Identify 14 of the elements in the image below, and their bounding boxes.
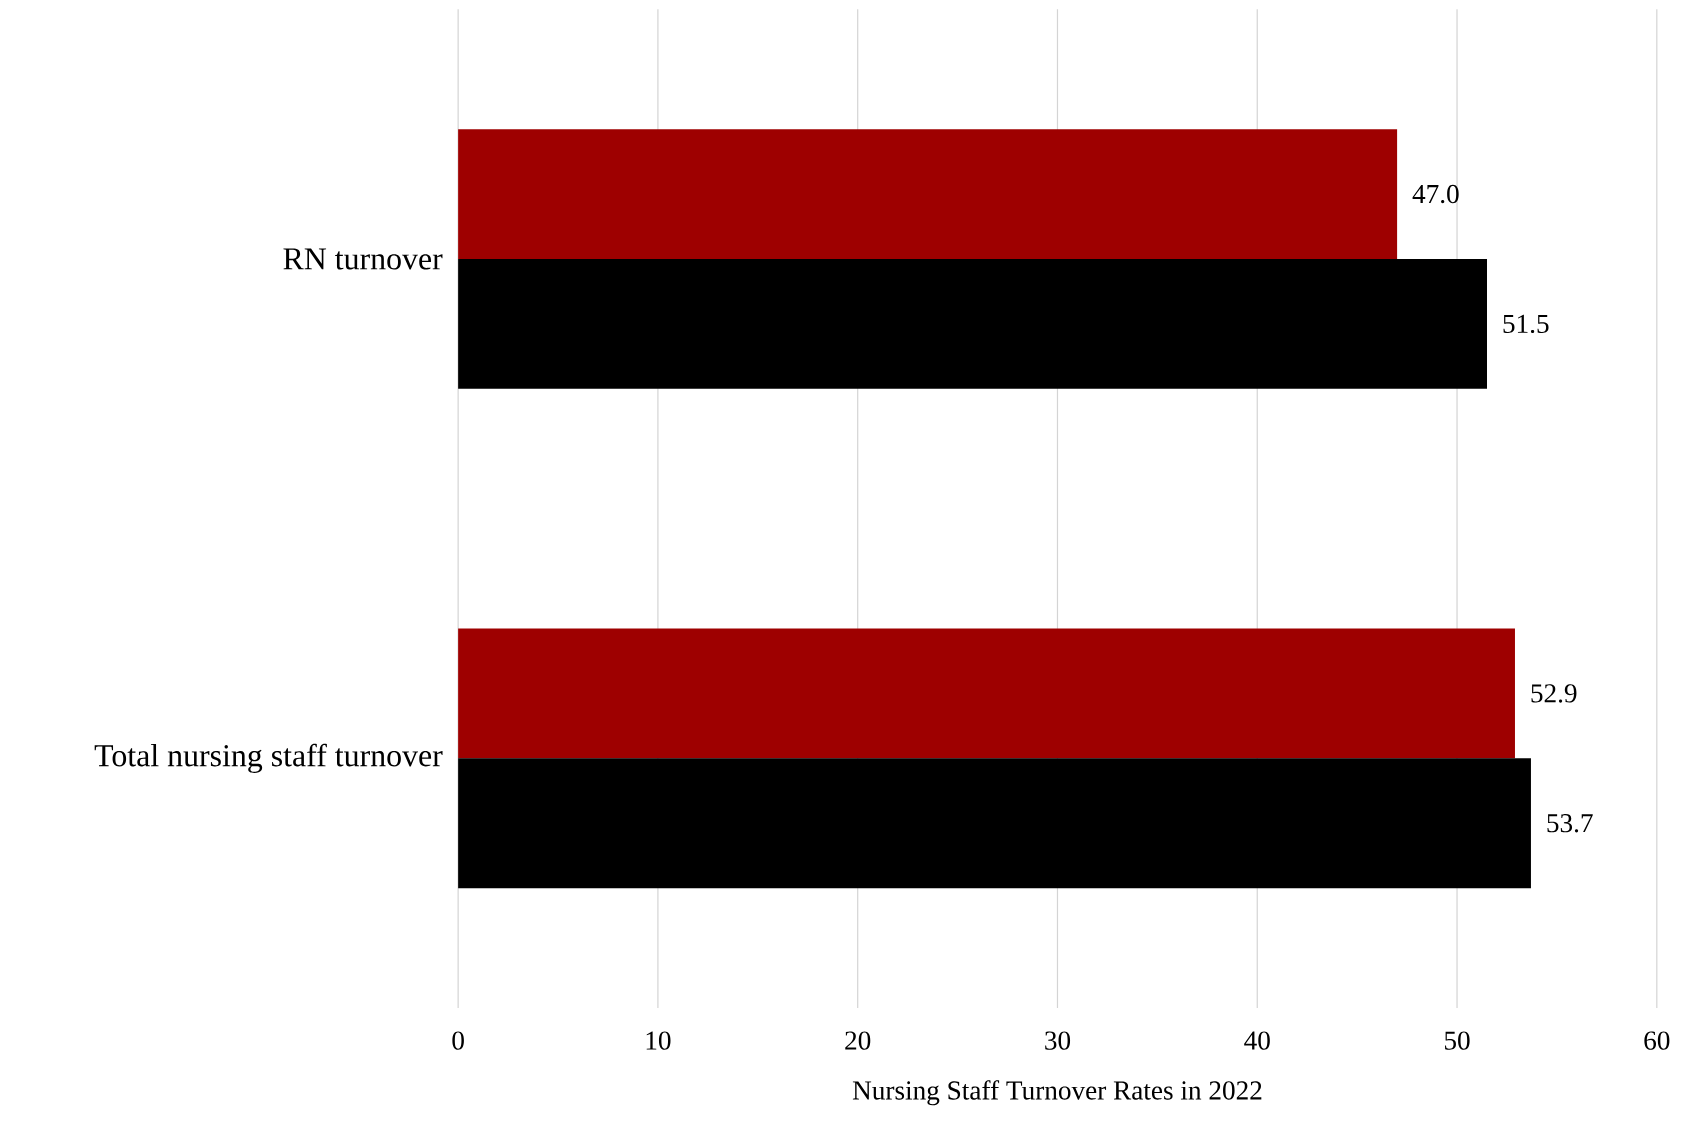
x-tick-label: 50 — [1445, 1031, 1470, 1050]
data-label: 51.5 — [1503, 314, 1549, 334]
x-tick-label: 10 — [646, 1031, 671, 1050]
data-label: 47.0 — [1412, 184, 1459, 204]
x-tick-label: 0 — [452, 1031, 464, 1050]
x-axis-title: Nursing Staff Turnover Rates in 2022 — [852, 1080, 1262, 1106]
x-tick-label: 20 — [845, 1031, 871, 1050]
data-label: 52.9 — [1531, 684, 1577, 703]
x-tick-label: 30 — [1045, 1031, 1071, 1050]
x-tick-label: 60 — [1644, 1031, 1670, 1050]
y-tick-label: RN turnover — [283, 248, 443, 270]
y-tick-label: Total nursing staff turnover — [94, 743, 443, 773]
data-label: 53.7 — [1547, 814, 1593, 833]
x-tick-label: 40 — [1244, 1031, 1270, 1050]
